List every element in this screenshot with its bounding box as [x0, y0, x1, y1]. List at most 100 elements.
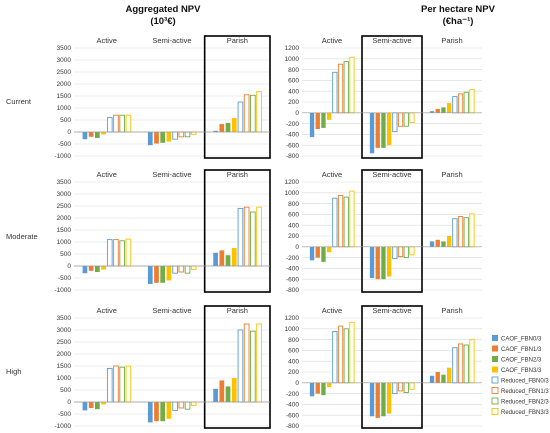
bar: [332, 331, 338, 384]
bar: [457, 343, 464, 384]
bar: [154, 266, 159, 283]
bar: [166, 132, 172, 142]
bar: [429, 111, 435, 113]
bar: [309, 382, 315, 397]
bar: [88, 402, 94, 408]
group-label: Semi-active: [152, 170, 191, 179]
y-tick-label: 1500: [57, 227, 72, 234]
bar: [82, 266, 88, 274]
bar: [397, 112, 404, 127]
y-tick-label: 0: [295, 244, 299, 251]
bar: [119, 366, 125, 403]
bar: [309, 246, 315, 261]
bar: [256, 323, 262, 403]
chart-panel: -1000 -500 0 500 1000 1500 2000 2500 3000 3500 Act…: [54, 35, 271, 160]
bar: [469, 339, 475, 384]
bar: [160, 266, 166, 283]
bar: [243, 323, 250, 403]
bar: [452, 96, 458, 114]
bar: [219, 124, 225, 132]
bar: [106, 117, 113, 133]
bar: [101, 132, 106, 135]
row-label-current: Current: [6, 97, 32, 106]
bar: [190, 131, 197, 135]
y-tick-label: 600: [288, 348, 299, 355]
bar: [457, 216, 464, 248]
bar: [160, 132, 166, 143]
group-label: Active: [96, 36, 116, 45]
bar: [231, 378, 237, 402]
bar: [409, 382, 415, 390]
bar: [315, 382, 320, 394]
right-title-line1: Per hectare NPV: [421, 4, 496, 15]
y-tick-label: -500: [58, 275, 71, 282]
chart-panel: -1000 -500 0 500 1000 1500 2000 2500 3000 3500 Act…: [54, 305, 271, 430]
y-tick-label: 1200: [285, 315, 300, 322]
group-label: Active: [96, 306, 116, 315]
bar: [82, 132, 88, 140]
y-tick-label: 3500: [57, 45, 72, 52]
bar: [94, 402, 100, 410]
bar: [452, 218, 458, 248]
group-label: Active: [322, 36, 342, 45]
chart-panel: -1000 -500 0 500 1000 1500 2000 2500 3000 3500 Act…: [54, 169, 271, 294]
y-tick-label: 500: [60, 251, 71, 258]
bar: [403, 382, 409, 393]
bar: [403, 112, 409, 127]
y-tick-label: 0: [295, 110, 299, 117]
group-label: Active: [322, 170, 342, 179]
left-title-line1: Aggregated NPV: [126, 4, 202, 15]
highlight-box: [361, 305, 423, 429]
y-tick-label: 1000: [285, 190, 300, 197]
bar: [172, 131, 178, 140]
right-title-line2: (€ha⁻¹): [443, 16, 474, 27]
y-tick-label: 400: [288, 88, 299, 95]
y-tick-label: -800: [286, 153, 299, 160]
bar: [172, 265, 178, 274]
row-label-moderate: Moderate: [6, 232, 38, 241]
bar: [231, 248, 237, 266]
y-tick-label: 1000: [57, 239, 72, 246]
bar: [381, 382, 386, 417]
bar: [147, 402, 153, 423]
bar: [321, 382, 326, 396]
y-tick-label: 0: [295, 380, 299, 387]
y-tick-label: 1200: [285, 45, 300, 52]
bar: [441, 241, 446, 247]
group-label: Semi-active: [152, 36, 191, 45]
bar: [369, 112, 375, 154]
bar: [343, 61, 349, 114]
bar: [219, 380, 225, 402]
bar: [225, 122, 231, 132]
chart-panel: -800 -600 -400 -200 0 200 400 600 800 1000 1200 Act…: [285, 35, 482, 160]
bar: [213, 388, 218, 402]
bar: [381, 112, 386, 148]
legend-swatch: [492, 345, 498, 352]
y-tick-label: 500: [60, 387, 71, 394]
bar: [82, 402, 88, 411]
y-tick-label: 3000: [57, 191, 72, 198]
bar: [332, 197, 338, 248]
bar: [113, 114, 119, 133]
bar: [94, 266, 100, 272]
bar: [429, 241, 435, 247]
highlight-box: [361, 35, 423, 159]
legend-label: Reduced_FBN0/3: [501, 379, 549, 385]
legend: CAOF_FBN0/3 CAOF_FBN1/3 CAOF_FBN2/3 CAOF_FB…: [491, 335, 549, 416]
bar: [463, 344, 469, 384]
bar: [397, 246, 404, 257]
bar: [225, 255, 231, 266]
bar: [119, 114, 125, 133]
legend-label: Reduced_FBN2/3: [501, 400, 549, 406]
y-tick-label: -400: [286, 132, 299, 139]
group-label: Active: [96, 170, 116, 179]
y-tick-label: 400: [288, 358, 299, 365]
legend-label: Reduced_FBN3/3: [501, 410, 549, 416]
group-label: Semi-active: [152, 306, 191, 315]
y-tick-label: 2000: [57, 351, 72, 358]
bar: [106, 239, 113, 267]
bar: [446, 103, 452, 113]
bar: [392, 382, 398, 395]
bar: [154, 132, 159, 144]
